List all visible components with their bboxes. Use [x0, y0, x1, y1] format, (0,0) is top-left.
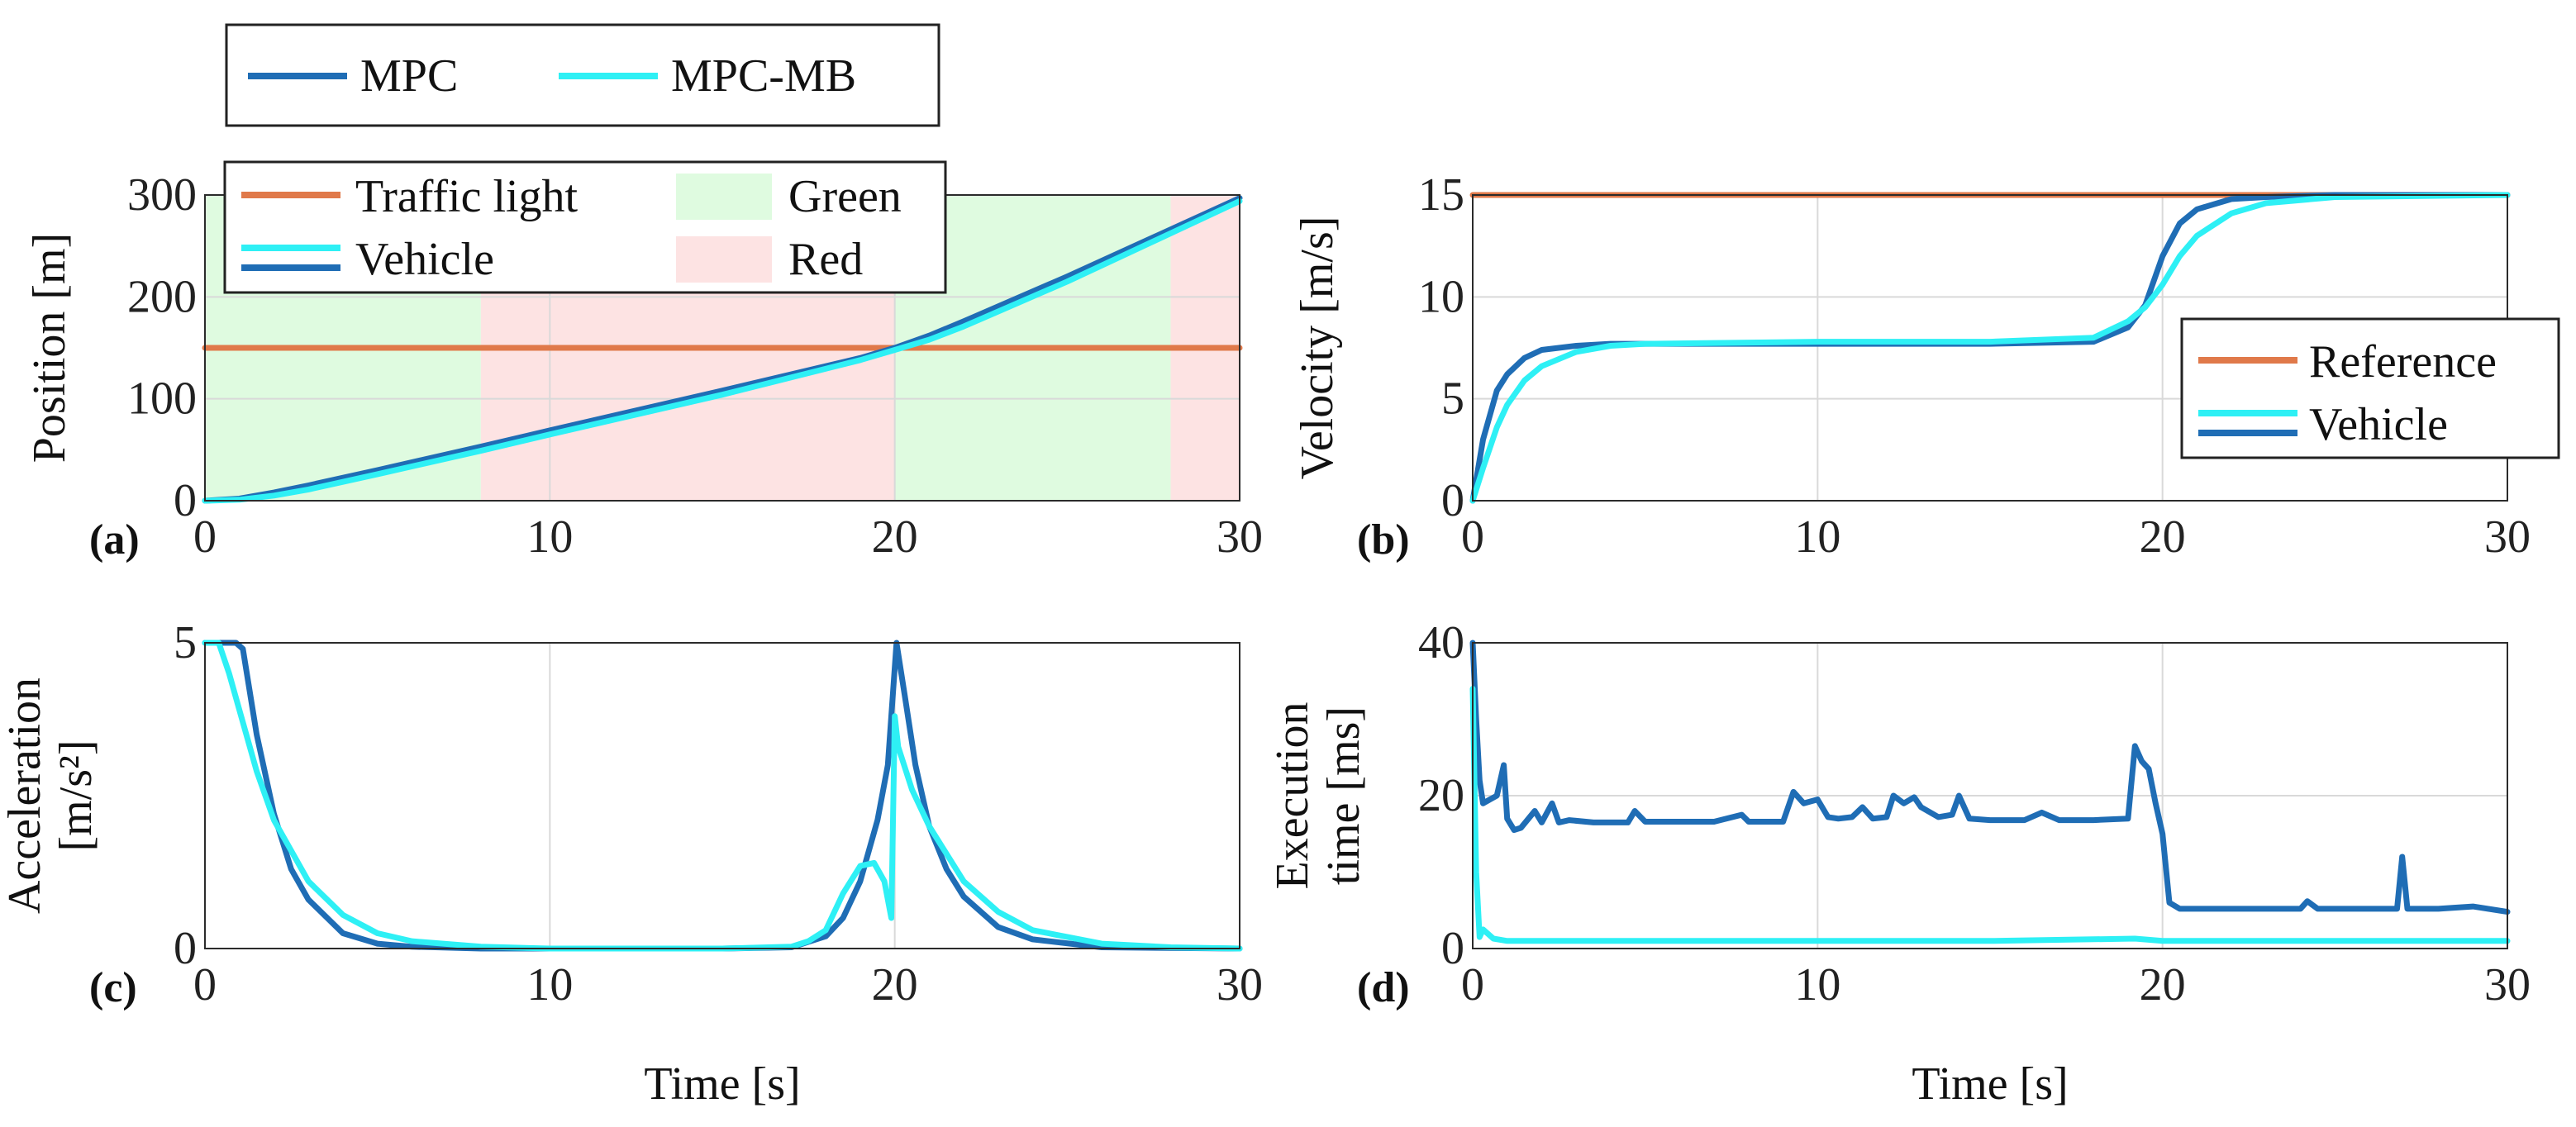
- x-tick-label: 20: [2140, 959, 2186, 1010]
- chart-panel-2: 0 10 20 30 0 5 (c) Acceleration[m/s²] Time [s]: [0, 617, 1263, 1110]
- y-axis-label: Executiontime [ms]: [1267, 701, 1369, 889]
- x-tick-label: 0: [1461, 959, 1484, 1010]
- x-tick-label: 0: [1461, 511, 1484, 563]
- x-tick-label: 10: [526, 511, 573, 563]
- y-axis-label-line: Acceleration: [0, 678, 50, 914]
- x-tick-label: 0: [193, 511, 217, 563]
- x-tick-label: 0: [193, 959, 217, 1010]
- legend-label: Traffic light: [355, 171, 579, 222]
- series-line-mpc-mb: [1469, 192, 2511, 504]
- y-tick-label: 0: [174, 475, 197, 526]
- x-axis-label: Time [s]: [1912, 1058, 2068, 1110]
- x-tick-label: 10: [1794, 959, 1840, 1010]
- y-tick-label: 0: [1441, 923, 1464, 974]
- legend-label: Reference: [2309, 336, 2497, 388]
- legend-panel-b: Reference Vehicle: [2180, 317, 2560, 459]
- y-axis-label: Position [m]: [24, 233, 75, 463]
- legend-box: [223, 160, 947, 294]
- y-tick-label: 5: [1441, 373, 1464, 425]
- legend-label: MPC-MB: [671, 50, 856, 102]
- y-axis-label: Velocity [m/s]: [1292, 216, 1343, 480]
- chart-panel-1: 0 10 20 30 0 5 10 15 (b) Velocity [m/s]: [1292, 169, 2531, 564]
- y-tick-label: 20: [1418, 770, 1464, 821]
- legend-swatch-red: [676, 236, 772, 283]
- y-axis-label: Acceleration[m/s²]: [0, 678, 102, 914]
- x-tick-label: 30: [2484, 959, 2531, 1010]
- panel-label: (d): [1357, 964, 1410, 1011]
- x-tick-label: 10: [1794, 511, 1840, 563]
- series-line-mpc: [202, 640, 1243, 952]
- y-axis-label-line: time [ms]: [1318, 706, 1369, 885]
- legend-label: Vehicle: [355, 234, 494, 285]
- x-tick-label: 20: [872, 511, 918, 563]
- legend-label: Green: [788, 171, 902, 222]
- series-line-mpc: [1469, 640, 2511, 915]
- y-tick-label: 300: [127, 169, 197, 221]
- chart-panel-3: 0 10 20 30 0 20 40 (d) Executiontime [ms] Time [s…: [1267, 617, 2531, 1110]
- legend-swatch-green: [676, 174, 772, 220]
- x-tick-label: 10: [526, 959, 573, 1010]
- legend-label: Red: [788, 234, 863, 285]
- x-axis-label: Time [s]: [644, 1058, 800, 1110]
- series-line-mpc-mb: [202, 197, 1243, 504]
- y-tick-label: 0: [1441, 475, 1464, 526]
- y-tick-label: 40: [1418, 617, 1464, 668]
- x-tick-label: 30: [1217, 511, 1263, 563]
- series-line-mpc: [202, 195, 1243, 504]
- y-tick-label: 15: [1418, 169, 1464, 221]
- panel-label: (a): [89, 516, 140, 564]
- y-tick-label: 5: [174, 617, 197, 668]
- legend-top: MPC MPC-MB: [225, 23, 940, 127]
- panel-label: (b): [1357, 516, 1410, 564]
- plot-frame: [1472, 642, 2508, 949]
- series-line-mpc-mb: [1469, 686, 2511, 944]
- series-line-mpc-mb: [202, 640, 1243, 952]
- legend-label: MPC: [360, 50, 458, 102]
- x-tick-label: 30: [1217, 959, 1263, 1010]
- x-tick-label: 30: [2484, 511, 2531, 563]
- panel-label: (c): [89, 964, 137, 1011]
- y-tick-label: 10: [1418, 271, 1464, 322]
- y-tick-label: 200: [127, 271, 197, 322]
- x-tick-label: 20: [872, 959, 918, 1010]
- plot-frame: [204, 642, 1240, 949]
- y-tick-label: 0: [174, 923, 197, 974]
- x-tick-label: 20: [2140, 511, 2186, 563]
- legend-label: Vehicle: [2309, 399, 2448, 450]
- y-axis-label-line: [m/s²]: [50, 740, 102, 852]
- legend-panel-a: Traffic light Vehicle Green Red: [223, 160, 947, 294]
- y-axis-label-line: Execution: [1267, 701, 1318, 889]
- y-tick-label: 100: [127, 373, 197, 425]
